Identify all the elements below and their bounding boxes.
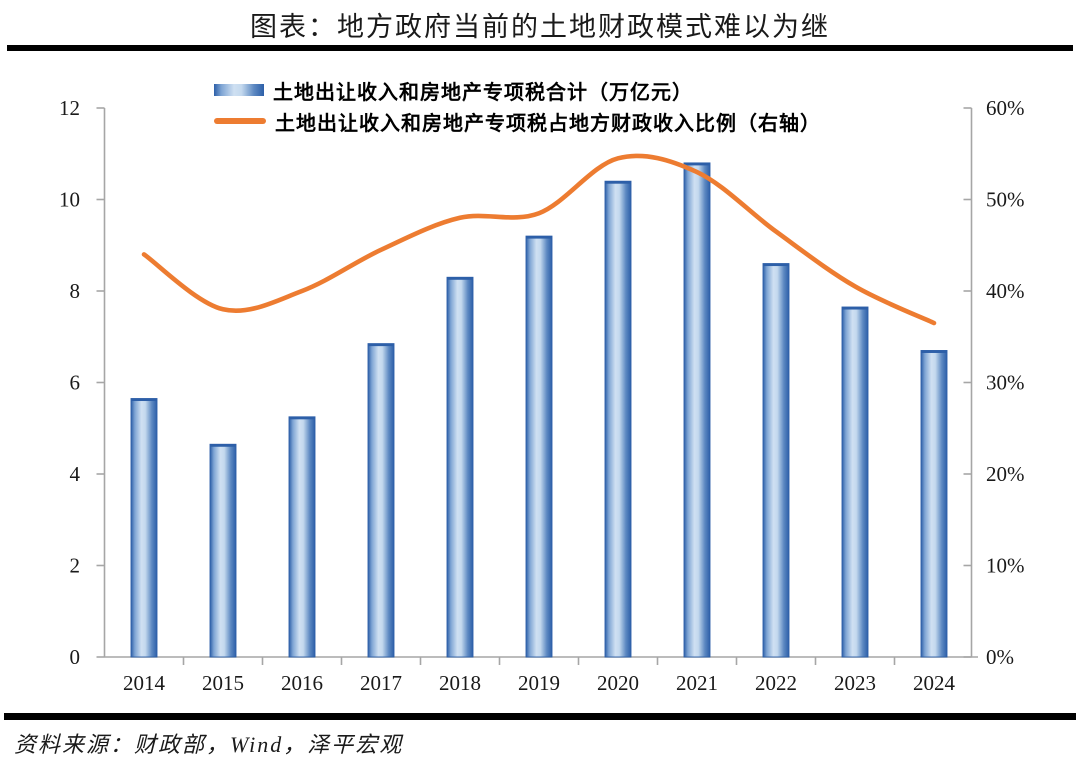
bar-2014 [130,398,158,658]
bar-2018 [446,276,474,658]
bar-2023 [841,306,869,658]
bar-2019 [525,235,553,658]
line-series-swatch-icon [214,118,266,124]
bar-cap [210,444,236,447]
bar-series-swatch-icon [214,84,264,96]
left-tick-label: 0 [70,645,81,669]
legend-item-bar: 土地出让收入和房地产专项税合计（万亿元） [214,78,821,104]
left-tick-label: 2 [70,554,81,578]
bar-cap [684,162,710,166]
x-category-label: 2017 [360,671,402,695]
right-tick-label: 60% [986,96,1025,120]
bar-2020 [604,180,632,658]
bar-cap [131,398,157,402]
bar-cap [289,416,315,420]
x-category-label: 2018 [439,671,481,695]
bar-2021 [683,162,711,658]
x-category-label: 2019 [518,671,560,695]
x-category-label: 2015 [202,671,244,695]
chart-legend: 土地出让收入和房地产专项税合计（万亿元） 土地出让收入和房地产专项税占地方财政收… [214,78,821,135]
top-divider [7,45,1073,51]
chart-title: 图表：地方政府当前的土地财政模式难以为继 [250,12,830,42]
x-category-label: 2016 [281,671,323,695]
left-tick-label: 8 [70,279,81,303]
x-category-label: 2023 [834,671,876,695]
bar-cap [368,343,394,347]
right-tick-label: 0% [986,645,1014,669]
right-tick-label: 30% [986,371,1025,395]
bar-2017 [367,343,395,658]
x-category-label: 2014 [123,671,166,695]
bar-2015 [209,443,237,658]
bottom-divider [4,713,1076,720]
source-note: 资料来源：财政部，Wind，泽平宏观 [14,732,404,757]
bar-cap [526,236,552,239]
bar-2022 [762,263,790,658]
x-category-label: 2022 [755,671,797,695]
legend-label-bar: 土地出让收入和房地产专项税合计（万亿元） [273,81,693,104]
left-tick-label: 4 [70,462,81,486]
left-tick-label: 12 [59,96,80,120]
bar-cap [763,263,789,267]
bar-2016 [288,416,316,658]
right-tick-label: 40% [986,279,1025,303]
bar-cap [447,277,473,280]
bar-cap [605,181,631,184]
right-tick-label: 50% [986,188,1025,212]
right-tick-label: 20% [986,462,1025,486]
x-category-label: 2021 [676,671,718,695]
left-tick-label: 10 [59,188,80,212]
legend-item-line: 土地出让收入和房地产专项税占地方财政收入比例（右轴） [214,109,821,135]
bar-cap [921,350,947,353]
x-category-label: 2020 [597,671,639,695]
legend-label-line: 土地出让收入和房地产专项税占地方财政收入比例（右轴） [275,112,821,135]
ratio-line [141,153,937,326]
bar-2024 [920,350,948,658]
left-tick-label: 6 [70,371,81,395]
bar-cap [842,307,868,310]
combo-chart: 0 2 4 6 8 10 12 0% 10% 20% 30% 40% 50% 60% 2014 2015 201… [59,96,1025,695]
x-category-label: 2024 [913,671,956,695]
right-tick-label: 10% [986,554,1025,578]
